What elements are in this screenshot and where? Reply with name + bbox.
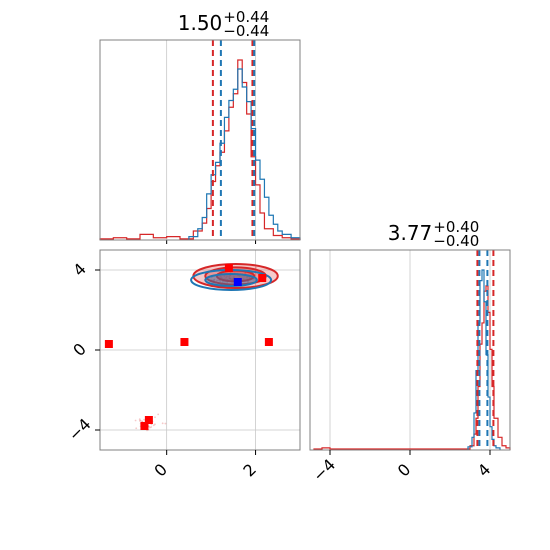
histogram-red xyxy=(313,285,511,450)
scatter-point-red xyxy=(246,280,249,283)
scatter-point-blue xyxy=(213,279,216,281)
scatter-point-red xyxy=(229,274,231,277)
scatter-point-red xyxy=(225,276,228,279)
scatter-point-red xyxy=(220,276,223,279)
x-tick-label: 0 xyxy=(150,460,171,481)
scatter-point-red xyxy=(231,278,234,280)
marker-marker_red xyxy=(258,274,267,282)
histogram-red xyxy=(99,59,301,240)
x-tick-label: −4 xyxy=(309,455,339,485)
scatter-point-red xyxy=(134,419,137,422)
markers-bottom-left xyxy=(104,264,273,430)
scatter-point-red xyxy=(149,426,151,429)
y-tick-label: 4 xyxy=(69,259,90,280)
marker-marker_red xyxy=(224,264,233,272)
title-top-left: 1.50 xyxy=(178,11,223,35)
grid-bottom-right xyxy=(329,250,491,450)
histogram-blue xyxy=(188,68,301,240)
scatter-point-red xyxy=(226,275,228,278)
scatter-point-red xyxy=(255,266,257,269)
scatter-point-red xyxy=(164,422,167,425)
scatter-point-red xyxy=(157,413,160,416)
title-top-left-minus: −0.44 xyxy=(223,22,269,40)
quantile-lines-bottom-right xyxy=(476,250,495,450)
scatter-point-red xyxy=(244,272,247,275)
scatter-point-red xyxy=(233,276,236,278)
scatter-point-blue xyxy=(253,278,255,281)
scatter-point-blue xyxy=(226,281,229,284)
scatter-point-red xyxy=(143,418,146,421)
marker-marker_red xyxy=(104,340,113,348)
x-ticks-bottom-right: −4 0 4 xyxy=(309,450,494,485)
scatter-point-red xyxy=(140,420,143,423)
title-bottom-right-value: 3.77 xyxy=(388,221,433,245)
frame-top-left xyxy=(99,39,301,241)
scatter-point-blue xyxy=(223,281,226,284)
scatter-point-red xyxy=(139,419,142,422)
scatter-point-blue xyxy=(223,275,226,277)
scatter-point-red xyxy=(219,275,222,278)
scatter-point-blue xyxy=(247,280,250,283)
histograms-bottom-right xyxy=(313,269,511,450)
scatter-point-red xyxy=(231,278,233,281)
scatter-point-red xyxy=(232,277,234,280)
marker-marker_red xyxy=(180,338,189,346)
scatter-point-red xyxy=(152,424,155,427)
histogram-blue xyxy=(467,269,501,450)
scatter-point-red xyxy=(230,278,232,280)
scatter-point-red xyxy=(228,277,231,280)
scatter-point-red xyxy=(154,423,156,426)
scatter-point-blue xyxy=(219,280,222,283)
contour-blue xyxy=(204,273,258,287)
panel-bottom-right: 3.77 +0.40 −0.40 −4 0 4 xyxy=(309,218,511,485)
scatter-point-red xyxy=(161,422,164,425)
scatter-point-red xyxy=(150,426,153,428)
title-bottom-right-plus: +0.40 xyxy=(433,218,479,236)
scatter-point-red xyxy=(139,420,141,422)
title-top-left-value: 1.50 xyxy=(178,11,223,35)
scatter-point-red xyxy=(154,416,156,419)
scatter-point-red xyxy=(238,275,241,277)
scatter-point-red xyxy=(135,427,138,430)
histograms-top-left xyxy=(99,59,301,240)
y-tick-label: −4 xyxy=(65,415,95,445)
title-top-left-plus: +0.44 xyxy=(223,8,269,26)
scatter-point-blue xyxy=(213,278,216,281)
panel-top-left: 1.50 +0.44 −0.44 xyxy=(99,8,301,244)
x-tick-label: 2 xyxy=(239,460,260,481)
y-ticks-bottom-left: −4 0 4 xyxy=(65,259,100,445)
marker-marker_red xyxy=(140,422,149,430)
title-bottom-right-minus: −0.40 xyxy=(433,232,479,250)
x-tick-label: 4 xyxy=(474,460,495,481)
quantile-lines-top-left xyxy=(211,40,256,240)
title-bottom-right: 3.77 xyxy=(388,221,433,245)
scatter-point-blue xyxy=(228,277,231,280)
scatter-point-blue xyxy=(217,279,219,282)
scatter-clouds-bottom-left xyxy=(134,266,263,432)
scatter-point-red xyxy=(228,275,231,278)
scatter-point-blue xyxy=(229,277,232,280)
marker-marker_red xyxy=(144,416,153,424)
scatter-point-red xyxy=(215,279,218,282)
scatter-point-blue xyxy=(246,276,249,279)
x-tick-label: 0 xyxy=(394,460,415,481)
scatter-point-red xyxy=(138,418,141,421)
scatter-point-red xyxy=(229,277,231,280)
y-tick-label: 0 xyxy=(69,339,90,360)
scatter-point-red xyxy=(242,278,245,281)
marker-marker_blue xyxy=(233,278,242,286)
scatter-point-red xyxy=(229,271,232,274)
marker-marker_red xyxy=(264,338,273,346)
